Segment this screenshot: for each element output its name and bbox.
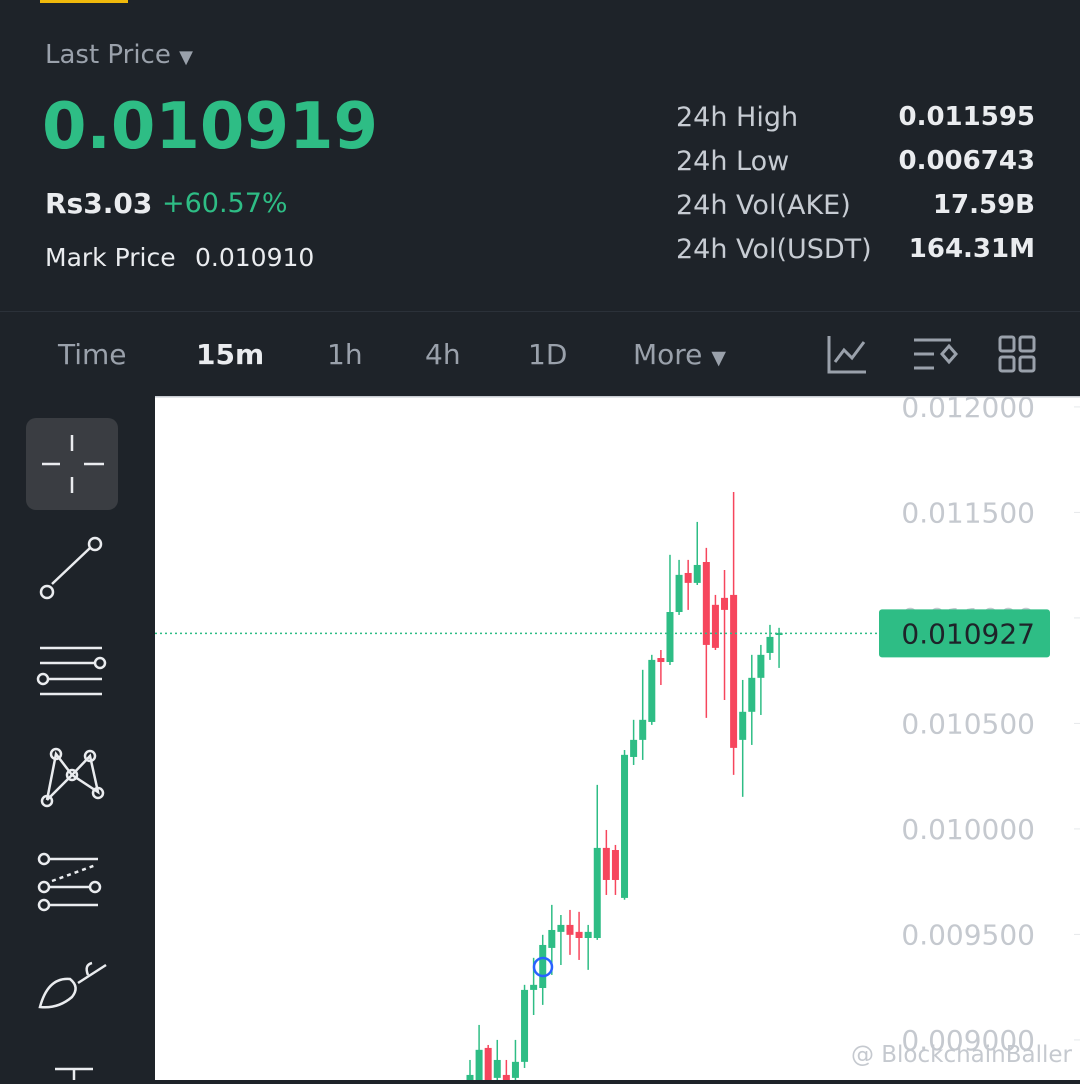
change: +60.57% [162, 188, 288, 219]
drawing-toolbar [0, 397, 155, 1083]
last-price-tag [879, 609, 1050, 658]
mark-price-label: Mark Price [45, 243, 176, 272]
line-tool[interactable] [39, 536, 103, 600]
stat-value: 0.006743 [898, 146, 1035, 176]
stat-label: 24h High [676, 102, 799, 133]
layout-icon[interactable] [998, 335, 1036, 373]
tab-indicator [40, 0, 128, 3]
candle-body [548, 929, 556, 948]
tab[interactable]: Time [58, 338, 127, 371]
tab[interactable]: 1h [327, 338, 363, 371]
candle-body [530, 984, 538, 990]
mark-price: 0.010910 [195, 243, 315, 272]
candle-body [611, 850, 619, 880]
label: Last Price [45, 40, 171, 70]
candle-body [730, 594, 738, 748]
candle-body [693, 564, 701, 583]
candle-body [748, 677, 756, 712]
tool-icons [26, 418, 118, 1083]
candle-body [584, 931, 592, 938]
text-tool[interactable] [55, 1067, 93, 1083]
chart-tools [827, 335, 1036, 374]
candle-body [666, 612, 674, 663]
y-tick-label: 0.012000 [901, 391, 1035, 424]
stat-label: 24h Vol(AKE) [676, 190, 851, 221]
parallel-tool[interactable] [36, 646, 107, 696]
candle-body [493, 1059, 501, 1078]
last-price-label[interactable]: Last Price ▼ [45, 40, 193, 70]
candle-body [757, 654, 765, 678]
stat-label: 24h Vol(USDT) [676, 234, 872, 265]
brush-tool[interactable] [38, 961, 107, 1009]
tab[interactable]: More ▼ [633, 338, 726, 371]
last-price: 0.010919 [42, 90, 379, 164]
stat-value: 17.59B [932, 190, 1035, 220]
crosshair-tool[interactable] [26, 418, 118, 510]
watermark: @ BlockchainBaller [851, 1042, 1073, 1068]
candle-body [711, 604, 719, 648]
candle-body [739, 711, 747, 740]
candle-body [593, 847, 601, 938]
candle-body [639, 719, 647, 740]
tab[interactable]: 1D [528, 338, 568, 371]
settings-icon[interactable] [914, 338, 958, 370]
candle-body [648, 659, 656, 722]
pattern-tool[interactable] [40, 747, 105, 808]
tab[interactable]: 4h [425, 338, 461, 371]
stat-label: 24h Low [676, 146, 790, 177]
candle-body [484, 1047, 492, 1080]
y-tick-label: 0.010500 [901, 707, 1035, 740]
tab[interactable]: 15m [196, 338, 265, 371]
candle-body [766, 636, 774, 653]
candle-body [775, 632, 783, 636]
y-tick-label: 0.009500 [901, 918, 1035, 951]
candle-body [657, 658, 665, 663]
fib-tool[interactable] [37, 852, 102, 912]
candle-body [602, 847, 610, 880]
y-tick-label: 0.011500 [901, 496, 1035, 529]
candle-body [702, 562, 710, 645]
candle-body [575, 931, 583, 938]
last-price-label: 0.010927 [901, 617, 1035, 650]
candle-body [721, 597, 729, 610]
interval-bar: Time 15m 1h 4h 1D More ▼ [0, 311, 1080, 396]
candle-body [539, 944, 547, 989]
candle-body [566, 924, 574, 935]
marker [532, 956, 554, 978]
chart-background [155, 397, 1080, 1080]
stat-value: 0.011595 [898, 102, 1035, 132]
candle-body [475, 1049, 483, 1080]
indicator-icon[interactable] [827, 336, 866, 374]
fiat-price: Rs3.03 [45, 187, 153, 220]
header: Last Price ▼ 0.010919 Rs3.03 +60.57% Mar… [0, 0, 1080, 310]
y-tick-label: 0.009000 [901, 1024, 1035, 1057]
candle-body [675, 574, 683, 613]
candle-body [684, 572, 692, 583]
candle-body [557, 924, 565, 932]
candle-body [621, 754, 629, 898]
y-tick-label: 0.010000 [901, 813, 1035, 846]
candle-body [521, 989, 529, 1062]
candle-body [502, 1074, 510, 1080]
stat-value: 164.31M [908, 234, 1035, 264]
candle-body [466, 1074, 474, 1080]
label: More [633, 338, 703, 371]
candle-body [630, 739, 638, 757]
candle-body [511, 1061, 519, 1078]
